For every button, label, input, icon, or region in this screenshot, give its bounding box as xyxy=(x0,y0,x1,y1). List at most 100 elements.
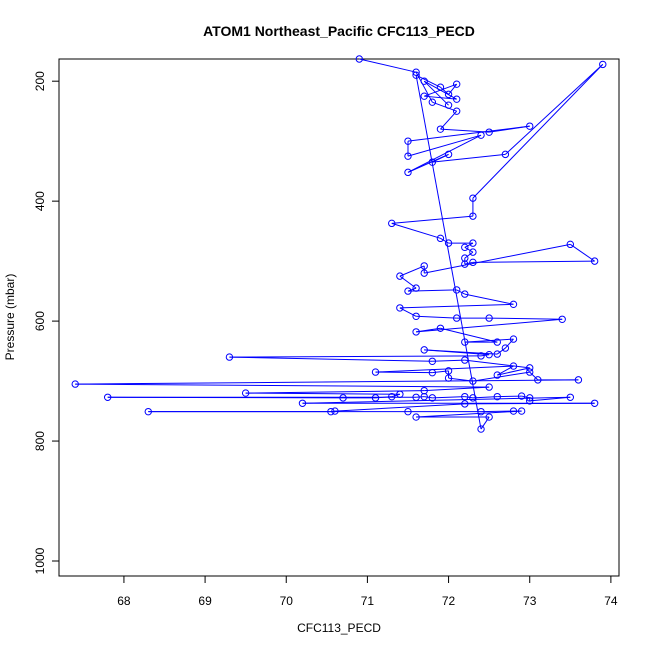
data-point xyxy=(420,92,428,100)
series-line-segment xyxy=(391,215,473,224)
x-axis: 68 69 70 71 72 73 74 xyxy=(117,576,618,608)
data-point xyxy=(388,392,396,401)
data-point xyxy=(371,394,380,402)
data-point xyxy=(412,71,420,79)
data-point xyxy=(558,315,566,323)
series-line-segment xyxy=(440,86,449,95)
series-line-segment xyxy=(489,317,563,320)
data-point xyxy=(412,312,420,321)
data-point xyxy=(469,212,477,220)
series-line-segment xyxy=(456,289,466,295)
series-line-segment xyxy=(375,371,433,374)
data-point xyxy=(444,150,453,159)
data-point xyxy=(404,168,412,177)
data-point xyxy=(469,194,477,202)
data-point xyxy=(428,357,437,365)
series-line-segment xyxy=(529,371,539,381)
data-point xyxy=(404,152,412,160)
y-tick-label: 600 xyxy=(33,311,47,331)
data-point xyxy=(477,131,485,139)
data-point xyxy=(412,284,420,292)
data-point xyxy=(327,407,335,416)
data-point xyxy=(420,77,428,85)
series-line-segment xyxy=(464,242,474,248)
data-point xyxy=(517,392,526,400)
x-tick-label: 73 xyxy=(523,594,537,608)
series-line-segment xyxy=(399,303,514,309)
x-tick-label: 72 xyxy=(442,594,456,608)
data-point xyxy=(461,356,469,364)
series-line-segment xyxy=(505,64,604,155)
series-line-segment xyxy=(432,101,457,112)
data-point xyxy=(485,413,493,421)
x-axis-label: CFC113_PECD xyxy=(297,621,381,635)
data-point xyxy=(485,314,493,322)
y-tick-label: 200 xyxy=(33,71,47,91)
data-point xyxy=(444,367,453,375)
series-line-segment xyxy=(424,243,571,274)
data-point xyxy=(526,368,534,376)
series-line-segment xyxy=(464,359,530,369)
series-line-segment xyxy=(416,327,441,333)
data-point xyxy=(485,128,493,136)
data-point xyxy=(452,80,461,88)
data-point xyxy=(501,344,510,352)
series-line-segment xyxy=(464,261,474,265)
series-line-segment xyxy=(496,347,506,355)
plot-frame xyxy=(58,58,620,577)
data-point xyxy=(461,400,469,408)
series-line-segment xyxy=(481,410,514,413)
series-line-segment xyxy=(464,402,595,405)
series-line-segment xyxy=(432,359,465,362)
series-line-segment xyxy=(440,110,458,130)
data-point xyxy=(461,392,469,401)
data-point xyxy=(509,407,518,415)
data-point xyxy=(388,219,396,228)
series-line-segment xyxy=(424,386,490,392)
data-point xyxy=(461,290,469,298)
data-point xyxy=(493,371,501,379)
data-point xyxy=(485,350,493,359)
data-point xyxy=(404,287,412,295)
series-line-segment xyxy=(570,243,595,262)
data-point xyxy=(469,377,477,385)
data-point xyxy=(452,314,461,322)
x-tick-label: 68 xyxy=(117,594,131,608)
data-point xyxy=(477,407,485,416)
series-line-segment xyxy=(472,64,604,199)
data-point xyxy=(469,258,477,267)
data-point xyxy=(404,137,412,145)
series-line-segment xyxy=(432,153,506,163)
series-line-segment xyxy=(448,83,458,95)
x-tick-label: 69 xyxy=(198,594,212,608)
data-point xyxy=(526,364,534,372)
data-point xyxy=(574,376,583,384)
data-point xyxy=(144,407,152,416)
series-line-segment xyxy=(229,355,482,358)
series-line-segment xyxy=(497,395,522,398)
series-line-segment xyxy=(416,318,563,333)
data-point xyxy=(412,68,420,76)
x-tick-label: 74 xyxy=(604,594,618,608)
y-tick-label: 800 xyxy=(33,431,47,451)
data-point xyxy=(493,392,501,401)
series-line-segment xyxy=(472,371,530,382)
data-point xyxy=(526,122,534,130)
data-point xyxy=(469,248,477,256)
data-point xyxy=(485,383,493,391)
data-point xyxy=(371,368,380,376)
series-line-segment xyxy=(423,80,449,106)
data-point xyxy=(436,83,445,91)
data-point xyxy=(241,389,250,397)
y-tick-label: 1000 xyxy=(33,547,47,574)
series-line-segment xyxy=(407,134,482,173)
data-point xyxy=(355,55,363,63)
data-point xyxy=(428,158,437,166)
data-point xyxy=(461,338,469,346)
data-point xyxy=(452,95,461,103)
series-line-segment xyxy=(391,393,401,398)
series-line-segment xyxy=(416,315,457,319)
series-line-segment xyxy=(464,246,474,253)
data-point xyxy=(452,286,461,294)
series-line-segment xyxy=(359,58,417,73)
